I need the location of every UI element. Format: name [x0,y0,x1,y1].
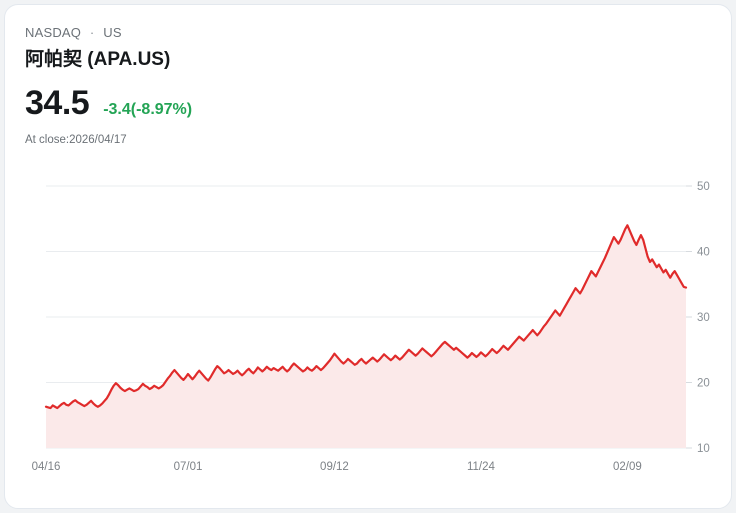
quote-header: NASDAQ · US 阿帕契 (APA.US) 34.5 -3.4(-8.97… [25,25,625,147]
x-axis-label: 07/01 [174,461,203,473]
exchange-name: NASDAQ [25,25,82,40]
y-axis-label: 20 [697,378,710,390]
x-axis-labels: 04/16 07/01 09/12 11/24 02/09 [32,461,642,473]
price-chart-svg[interactable]: 50 40 30 20 10 04/16 07/01 09/12 11/24 02/09 [5,165,732,485]
exchange-row: NASDAQ · US [25,25,625,41]
price-line [44,224,688,410]
y-axis-label: 30 [697,312,710,324]
x-axis-label: 04/16 [32,461,61,473]
y-axis-label: 10 [697,443,710,455]
price-value: 34.5 [25,84,90,122]
y-axis-labels: 50 40 30 20 10 [697,181,710,455]
price-chart[interactable]: 50 40 30 20 10 04/16 07/01 09/12 11/24 02/09 [5,165,732,485]
market-status-note: At close:2026/04/17 [25,134,127,146]
price-row: 34.5 -3.4(-8.97%) [25,84,625,122]
price-change: -3.4(-8.97%) [103,101,193,118]
x-axis-label: 11/24 [467,461,496,473]
stock-quote-card: NASDAQ · US 阿帕契 (APA.US) 34.5 -3.4(-8.97… [4,4,732,509]
exchange-region: US [103,25,122,40]
x-axis-label: 09/12 [320,461,349,473]
y-axis-label: 50 [697,181,710,193]
price-area-fill [46,225,686,448]
x-axis-label: 02/09 [613,461,642,473]
y-axis-label: 40 [697,247,710,259]
exchange-separator: · [89,25,95,40]
page-title: 阿帕契 (APA.US) [25,49,171,70]
